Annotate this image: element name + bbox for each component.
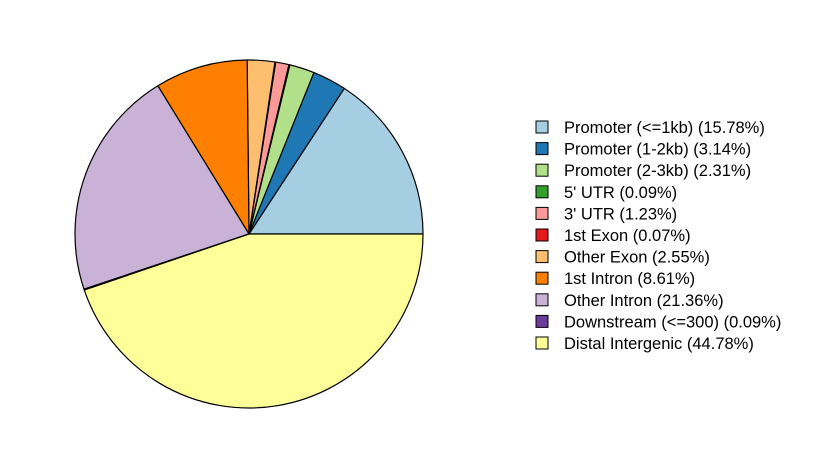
legend-swatch-4 (535, 206, 549, 220)
legend-swatch-6 (535, 250, 549, 264)
pie-slice-8 (74, 85, 250, 290)
legend-label-1: Promoter (1-2kb) (3.14%) (564, 141, 751, 159)
legend-swatch-3 (535, 185, 549, 199)
pie-slice-10 (83, 233, 424, 409)
legend-item-5: 1st Exon (0.07%) (535, 227, 691, 245)
legend-item-3: 5' UTR (0.09%) (535, 184, 677, 202)
legend-item-7: 1st Intron (8.61%) (535, 270, 695, 288)
legend-label-4: 3' UTR (1.23%) (564, 205, 677, 223)
legend-item-2: Promoter (2-3kb) (2.31%) (535, 162, 751, 180)
legend-label-2: Promoter (2-3kb) (2.31%) (564, 162, 751, 180)
legend-swatch-9 (535, 314, 549, 328)
legend-item-1: Promoter (1-2kb) (3.14%) (535, 141, 751, 159)
legend-swatch-1 (535, 142, 549, 156)
legend-item-9: Downstream (<=300) (0.09%) (535, 313, 781, 331)
legend-swatch-2 (535, 163, 549, 177)
legend-item-0: Promoter (<=1kb) (15.78%) (535, 119, 765, 137)
legend: Promoter (<=1kb) (15.78%) Promoter (1-2kb… (535, 119, 781, 353)
legend-label-3: 5' UTR (0.09%) (564, 184, 677, 202)
legend-item-4: 3' UTR (1.23%) (535, 205, 677, 223)
legend-label-8: Other Intron (21.36%) (564, 292, 724, 310)
legend-item-6: Other Exon (2.55%) (535, 249, 710, 267)
pie-slice-0 (248, 87, 424, 235)
legend-swatch-5 (535, 228, 549, 242)
legend-label-6: Other Exon (2.55%) (564, 249, 710, 267)
legend-swatch-8 (535, 293, 549, 307)
pie-slice-7 (157, 59, 250, 235)
legend-swatch-7 (535, 271, 549, 285)
legend-label-10: Distal Intergenic (44.78%) (564, 335, 754, 353)
legend-label-5: 1st Exon (0.07%) (564, 227, 691, 245)
legend-item-8: Other Intron (21.36%) (535, 292, 724, 310)
legend-swatch-10 (535, 336, 549, 350)
legend-label-9: Downstream (<=300) (0.09%) (564, 313, 781, 331)
legend-label-7: 1st Intron (8.61%) (564, 270, 695, 288)
pie-slices (74, 59, 424, 409)
legend-label-0: Promoter (<=1kb) (15.78%) (564, 119, 765, 137)
legend-item-10: Distal Intergenic (44.78%) (535, 335, 754, 353)
legend-swatch-0 (535, 120, 549, 134)
